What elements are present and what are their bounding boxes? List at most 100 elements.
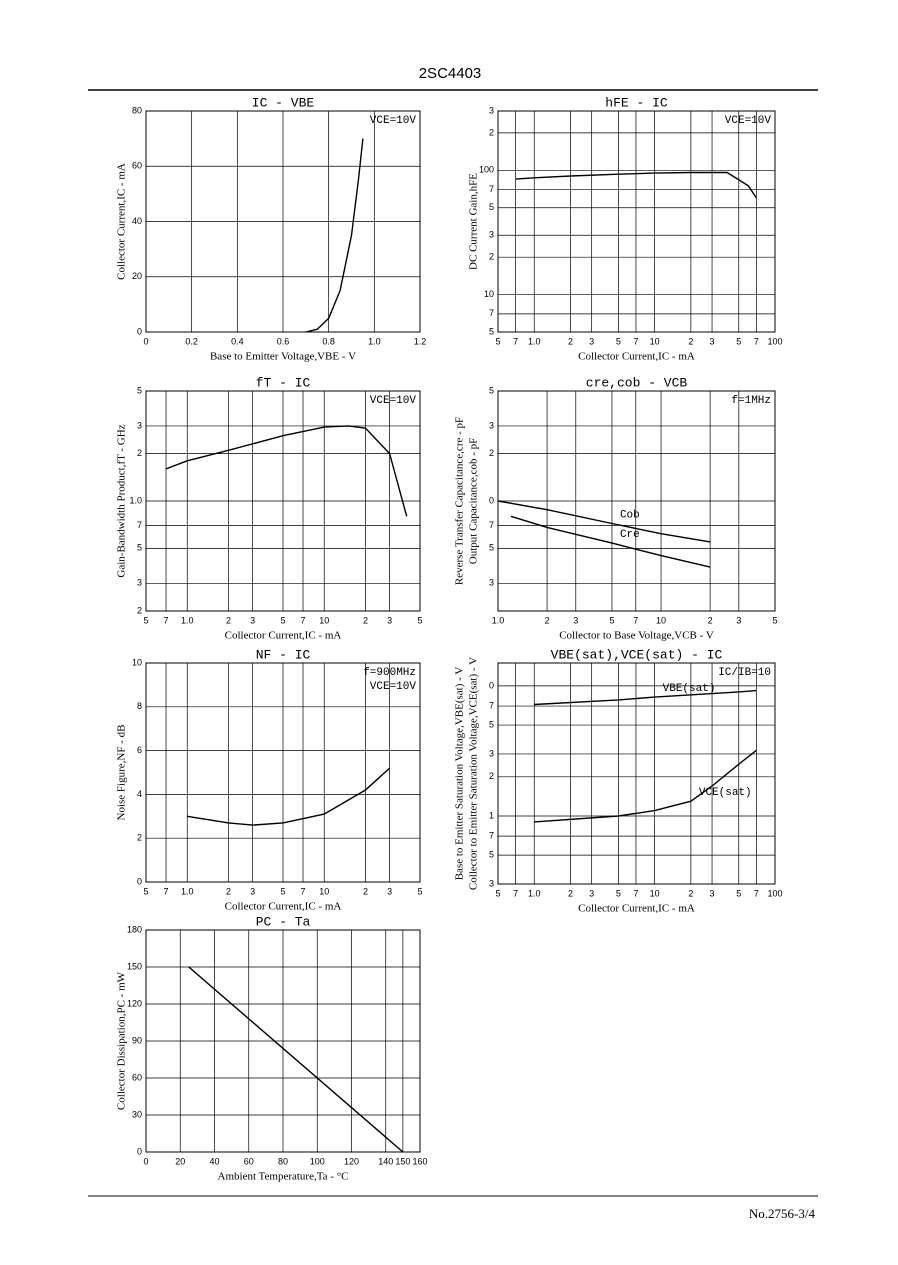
x-tick-label: 3 (250, 886, 255, 896)
y-tick-label: 3 (137, 578, 142, 588)
x-axis-label: Collector Current,IC - mA (225, 901, 342, 913)
x-tick-label: 3 (589, 336, 594, 346)
y-tick-label: 3 (489, 230, 494, 240)
y-axis-label: Base to Emitter Saturation Voltage,VBE(s… (454, 667, 466, 881)
x-tick-label: 60 (244, 1156, 254, 1166)
x-tick-label: 10 (650, 336, 660, 346)
y-tick-label: 7 (489, 184, 494, 194)
annotation: VCE=10V (725, 115, 772, 127)
x-tick-label: 7 (633, 615, 638, 625)
y-tick-label: 1.0 (129, 495, 142, 505)
x-tick-label: 2 (226, 886, 231, 896)
x-tick-label: 3 (250, 615, 255, 625)
page-footer: No.2756-3/4 (749, 1206, 816, 1221)
x-tick-label: 1.0 (528, 888, 541, 898)
y-tick-label: 2 (137, 833, 142, 843)
y-tick-label: 5 (489, 202, 494, 212)
annotation: VCE=10V (370, 681, 417, 693)
y-tick-label: 3 (489, 878, 494, 888)
chart-title: IC - VBE (252, 95, 315, 110)
y-tick-label: 7 (489, 520, 494, 530)
x-tick-label: 10 (319, 886, 329, 896)
y-tick-label: 20 (132, 271, 142, 281)
y-tick-label: 40 (132, 216, 142, 226)
x-tick-label: 2 (708, 615, 713, 625)
y-tick-label: 0 (137, 876, 142, 886)
series-label: Cob (620, 509, 640, 521)
x-tick-label: 150 (395, 1156, 410, 1166)
y-tick-label: 100 (479, 165, 494, 175)
x-tick-label: 5 (280, 886, 285, 896)
x-axis-label: Ambient Temperature,Ta - °C (218, 1171, 349, 1183)
x-tick-label: 120 (344, 1156, 359, 1166)
x-tick-label: 10 (650, 888, 660, 898)
x-axis-label: Collector Current,IC - mA (578, 903, 695, 915)
x-tick-label: 5 (495, 336, 500, 346)
x-tick-label: 100 (310, 1156, 325, 1166)
x-tick-label: 0.8 (322, 336, 335, 346)
x-tick-label: 5 (143, 615, 148, 625)
y-tick-label: 7 (489, 831, 494, 841)
x-tick-label: 7 (754, 336, 759, 346)
chart-title: cre,cob - VCB (586, 375, 688, 390)
x-tick-label: 2 (363, 615, 368, 625)
x-tick-label: 7 (633, 888, 638, 898)
y-tick-label: 3 (489, 748, 494, 758)
y-tick-label: 30 (132, 1109, 142, 1119)
curve (497, 500, 711, 543)
annotation: f=900MHz (363, 667, 416, 679)
y-tick-label: 150 (127, 961, 142, 971)
chart-title: NF - IC (256, 647, 311, 662)
x-tick-label: 2 (363, 886, 368, 896)
y-tick-label: 3 (489, 105, 494, 115)
y-tick-label: 10 (484, 289, 494, 299)
x-tick-label: 2 (688, 888, 693, 898)
x-tick-label: 7 (513, 336, 518, 346)
y-axis-label: DC Current Gain,hFE (468, 173, 480, 270)
y-tick-label: 120 (127, 998, 142, 1008)
x-tick-label: 3 (710, 888, 715, 898)
curve (515, 171, 757, 199)
x-axis-label: Collector Current,IC - mA (578, 351, 695, 363)
y-tick-label: 90 (132, 1035, 142, 1045)
y-axis-label: Reverse Transfer Capacitance,cre - pF (454, 417, 466, 585)
annotation: VCE=10V (370, 395, 417, 407)
x-tick-label: 7 (633, 336, 638, 346)
x-tick-label: 0 (143, 1156, 148, 1166)
x-tick-label: 140 (378, 1156, 393, 1166)
curve (534, 749, 757, 823)
y-tick-label: 7 (489, 700, 494, 710)
y-tick-label: 0 (489, 680, 494, 690)
y-tick-label: 0 (489, 495, 494, 505)
chart-title: hFE - IC (605, 95, 668, 110)
x-tick-label: 7 (164, 615, 169, 625)
x-tick-label: 5 (609, 615, 614, 625)
x-tick-label: 5 (280, 615, 285, 625)
y-axis-label: Noise Figure,NF - dB (116, 725, 128, 821)
x-tick-label: 3 (710, 336, 715, 346)
x-tick-label: 160 (412, 1156, 427, 1166)
x-tick-label: 20 (175, 1156, 185, 1166)
curve (534, 689, 757, 706)
x-tick-label: 10 (319, 615, 329, 625)
y-tick-label: 7 (489, 308, 494, 318)
x-tick-label: 100 (767, 336, 782, 346)
x-tick-label: 7 (754, 888, 759, 898)
x-tick-label: 3 (387, 886, 392, 896)
x-tick-label: 5 (736, 888, 741, 898)
x-tick-label: 3 (573, 615, 578, 625)
chart-title: fT - IC (256, 375, 311, 390)
x-axis-label: Base to Emitter Voltage,VBE - V (210, 351, 356, 363)
series-label: VCE(sat) (699, 787, 752, 799)
y-tick-label: 5 (137, 543, 142, 553)
x-tick-label: 40 (209, 1156, 219, 1166)
x-tick-label: 2 (568, 336, 573, 346)
y-tick-label: 180 (127, 924, 142, 934)
x-tick-label: 2 (545, 615, 550, 625)
x-tick-label: 7 (513, 888, 518, 898)
x-axis-label: Collector to Base Voltage,VCB - V (559, 630, 714, 642)
x-tick-label: 7 (164, 886, 169, 896)
x-tick-label: 5 (143, 886, 148, 896)
